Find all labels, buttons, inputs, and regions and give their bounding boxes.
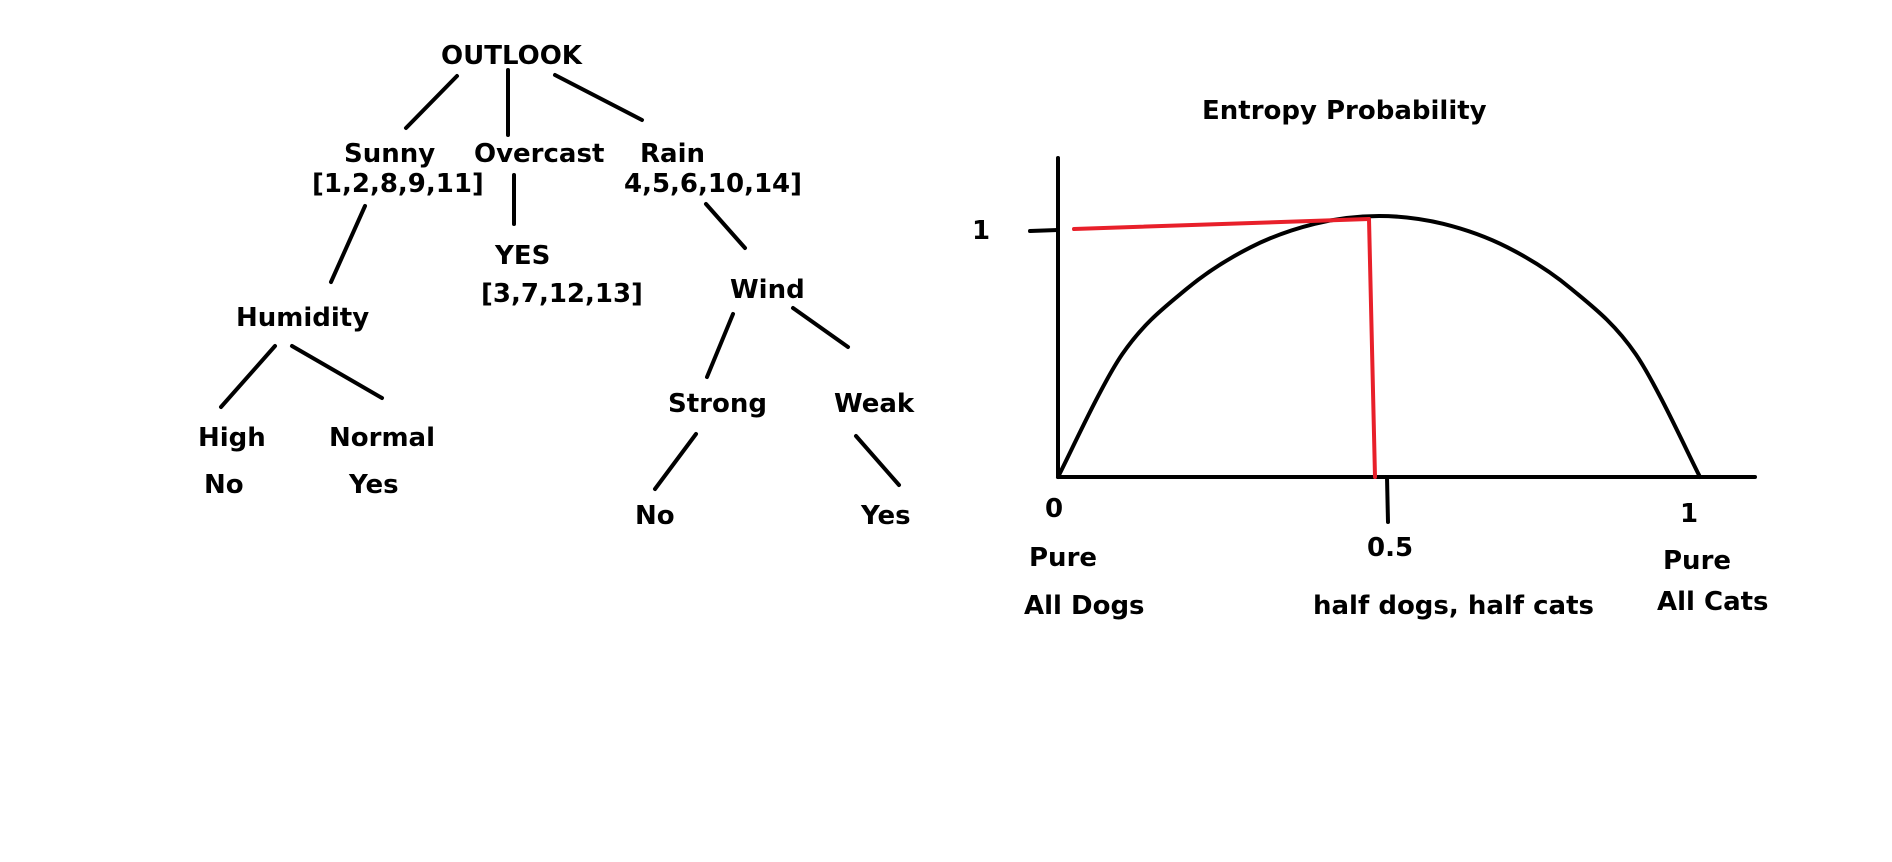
humidity-normal-label: Normal [329,423,435,453]
note-left-all-dogs: All Dogs [1024,591,1145,621]
sunny-node-label: Sunny [344,139,435,169]
root-node-outlook: OUTLOOK [441,41,583,71]
entropy-curve [1056,213,1702,479]
note-middle-half: half dogs, half cats [1313,591,1594,621]
edge-weak-yes [854,434,901,487]
wind-node-label: Wind [730,275,805,305]
humidity-high-result: No [204,470,244,500]
humidity-normal-result: Yes [348,470,399,500]
x-tick-label-one: 1 [1680,499,1698,529]
humidity-node-label: Humidity [236,303,369,333]
edge-strong-no [653,432,698,491]
edge-humidity-normal [290,344,384,400]
humidity-high-label: High [198,423,266,453]
y-tick-label-one: 1 [972,216,990,246]
overcast-node-label: Overcast [474,139,604,169]
note-right-pure: Pure [1663,546,1731,576]
note-right-all-cats: All Cats [1657,587,1769,617]
y-tick-mark [1028,228,1060,233]
edge-wind-weak [791,306,850,349]
wind-weak-label: Weak [834,389,915,419]
peak-vertical-guide [1367,217,1377,479]
sunny-node-ids: [1,2,8,9,11] [312,169,484,199]
edge-wind-strong [705,312,735,379]
wind-weak-result: Yes [860,501,911,531]
edge-outlook-sunny [404,74,459,130]
edge-rain-wind [704,202,747,250]
edge-humidity-high [219,344,277,409]
overcast-result: YES [494,241,550,271]
peak-horizontal-guide [1072,217,1371,231]
rain-node-label: Rain [640,139,705,169]
wind-strong-label: Strong [668,389,767,419]
x-tick-label-half: 0.5 [1367,533,1413,563]
rain-node-ids: 4,5,6,10,14] [624,169,802,199]
edge-outlook-rain [553,73,644,122]
decision-tree: OUTLOOK Sunny [1,2,8,9,11] Overcast YES … [198,41,915,531]
wind-strong-result: No [635,501,675,531]
x-tick-label-zero: 0 [1045,494,1063,524]
overcast-ids: [3,7,12,13] [481,279,643,309]
entropy-chart: Entropy Probability 1 0 0.5 1 Pure All D… [972,96,1769,621]
edge-sunny-humidity [329,204,367,284]
note-left-pure: Pure [1029,543,1097,573]
chart-title: Entropy Probability [1202,96,1487,126]
x-tick-mark-half [1385,475,1390,524]
